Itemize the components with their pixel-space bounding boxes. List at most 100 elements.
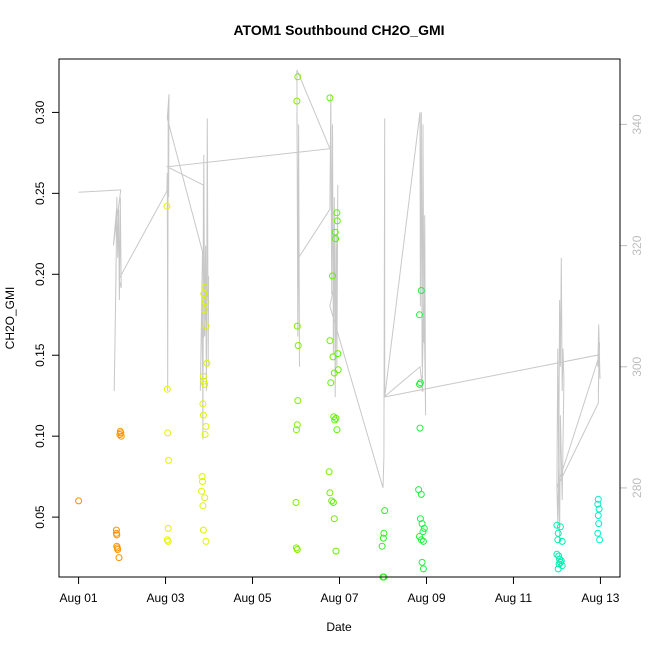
data-point bbox=[198, 473, 206, 481]
data-point bbox=[293, 421, 301, 429]
y2-tick-label: 300 bbox=[630, 356, 644, 376]
data-point bbox=[332, 414, 340, 422]
data-point bbox=[419, 528, 427, 536]
data-point bbox=[164, 537, 172, 545]
data-point bbox=[202, 423, 210, 430]
data-point bbox=[417, 490, 425, 498]
chart-title: ATOM1 Southbound CH2O_GMI bbox=[233, 22, 444, 38]
x-tick-label: Aug 01 bbox=[60, 591, 98, 605]
data-point bbox=[594, 495, 602, 503]
data-point bbox=[595, 520, 603, 528]
data-point bbox=[331, 228, 339, 236]
data-point bbox=[332, 235, 340, 243]
data-point bbox=[326, 94, 334, 102]
y-tick-label: 0.30 bbox=[33, 100, 47, 124]
data-point bbox=[332, 547, 340, 555]
data-point bbox=[594, 512, 602, 519]
data-point bbox=[203, 359, 211, 367]
data-point bbox=[416, 311, 423, 319]
x-tick-label: Aug 05 bbox=[233, 591, 271, 605]
data-point bbox=[200, 377, 208, 385]
data-point bbox=[293, 546, 301, 553]
data-point bbox=[293, 97, 301, 105]
data-point bbox=[117, 432, 125, 440]
data-point bbox=[328, 497, 336, 505]
data-point bbox=[417, 536, 425, 544]
y-tick-label: 0.25 bbox=[33, 181, 47, 205]
data-point bbox=[164, 429, 172, 437]
data-point bbox=[201, 380, 209, 388]
y-tick-label: 0.10 bbox=[33, 424, 47, 448]
data-point bbox=[419, 565, 427, 573]
data-point bbox=[330, 413, 338, 421]
data-point bbox=[381, 507, 389, 515]
data-point bbox=[202, 322, 210, 330]
point-series bbox=[75, 73, 604, 581]
data-point bbox=[164, 524, 172, 532]
x-axis-label: Date bbox=[326, 620, 352, 634]
data-point bbox=[115, 554, 123, 562]
data-point bbox=[202, 537, 210, 545]
line-series bbox=[78, 69, 601, 543]
data-point bbox=[116, 431, 124, 438]
data-point bbox=[331, 416, 339, 424]
data-point bbox=[329, 272, 336, 280]
x-tick-label: Aug 03 bbox=[147, 591, 185, 605]
data-point bbox=[327, 379, 335, 387]
data-point bbox=[556, 558, 564, 566]
data-point bbox=[200, 290, 208, 298]
data-point bbox=[163, 385, 171, 393]
data-point bbox=[333, 217, 341, 225]
data-point bbox=[329, 353, 337, 361]
x-tick-label: Aug 09 bbox=[407, 591, 445, 605]
y2-tick-label: 340 bbox=[630, 114, 644, 134]
data-point bbox=[201, 283, 209, 291]
data-point bbox=[556, 555, 564, 563]
data-point bbox=[198, 487, 206, 495]
data-point bbox=[333, 209, 341, 217]
data-point bbox=[165, 456, 173, 464]
data-point bbox=[292, 426, 300, 434]
data-point bbox=[199, 372, 207, 380]
data-point bbox=[326, 489, 334, 497]
data-point bbox=[595, 505, 603, 513]
data-point bbox=[112, 526, 120, 534]
x-tick-label: Aug 11 bbox=[495, 591, 532, 605]
data-point bbox=[325, 468, 333, 476]
data-point bbox=[294, 397, 302, 405]
data-point bbox=[294, 342, 302, 349]
data-point bbox=[419, 537, 427, 545]
data-point bbox=[199, 478, 206, 485]
data-point bbox=[416, 424, 424, 432]
data-point bbox=[75, 497, 83, 505]
data-point bbox=[553, 521, 561, 529]
data-point bbox=[554, 565, 562, 573]
x-tick-label: Aug 13 bbox=[581, 591, 619, 605]
data-point bbox=[596, 536, 604, 544]
data-point bbox=[594, 500, 602, 508]
data-point bbox=[201, 431, 209, 438]
data-point bbox=[378, 542, 386, 550]
data-point bbox=[416, 533, 423, 540]
data-point bbox=[554, 529, 562, 537]
data-point bbox=[199, 502, 207, 510]
x-tick-label: Aug 07 bbox=[320, 591, 358, 605]
data-point bbox=[334, 350, 342, 358]
data-point bbox=[201, 494, 209, 502]
data-point bbox=[294, 73, 302, 81]
data-point bbox=[330, 515, 338, 523]
data-point bbox=[556, 523, 564, 531]
plot-frame bbox=[58, 58, 621, 578]
data-point bbox=[199, 526, 207, 534]
data-point bbox=[199, 400, 207, 408]
data-point bbox=[333, 426, 341, 434]
data-point bbox=[163, 202, 171, 210]
data-point bbox=[326, 337, 334, 345]
data-point bbox=[416, 380, 423, 388]
y-tick-label: 0.15 bbox=[33, 343, 47, 367]
y2-tick-label: 320 bbox=[630, 235, 644, 255]
data-point bbox=[200, 306, 208, 314]
